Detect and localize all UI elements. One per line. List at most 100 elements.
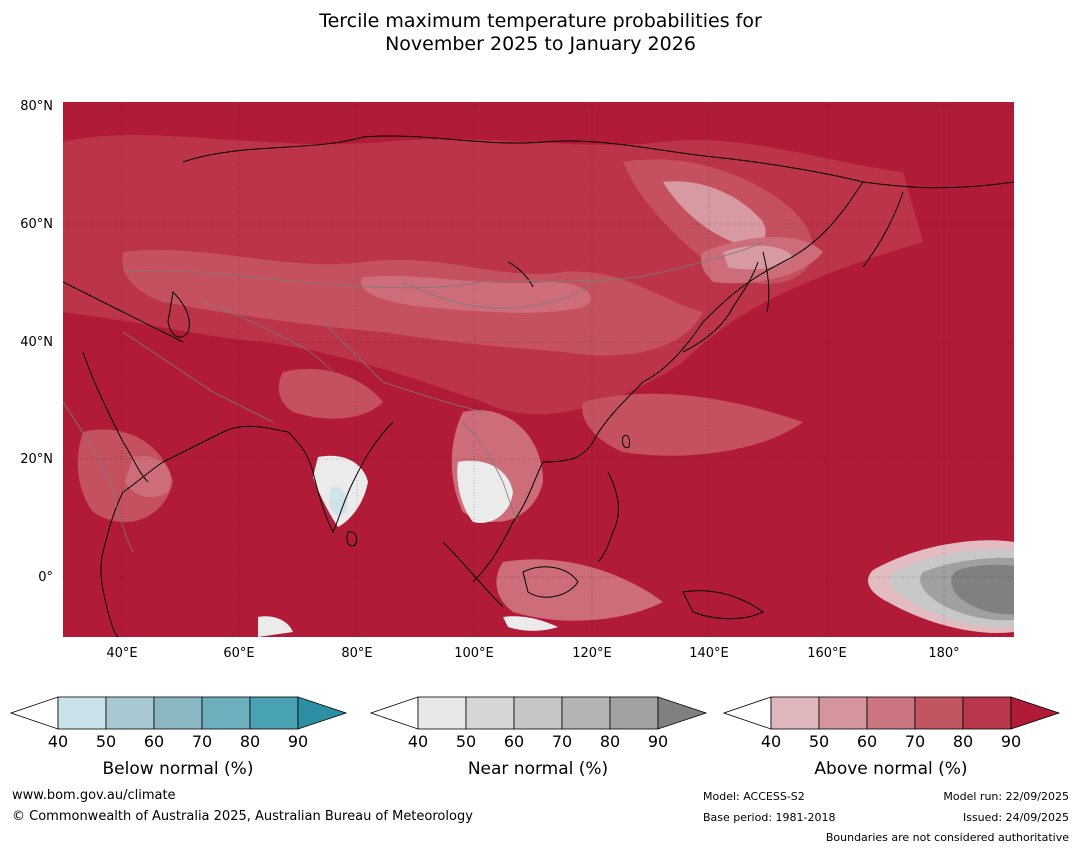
lat-label-60n: 60°N [20, 217, 53, 232]
boundary-middle-east [122, 331, 274, 423]
footer-model-run: Model run: 22/09/2025 [943, 790, 1069, 803]
boundary-china-west [322, 321, 484, 413]
coastline-arctic [182, 135, 1014, 189]
boundary-mongolia [402, 281, 594, 309]
contour-near-indochina [457, 460, 513, 523]
lon-label-120e: 120°E [572, 646, 612, 661]
near-tick-50: 50 [455, 732, 477, 751]
contour-above-50-siberia-east [663, 181, 766, 246]
coastline-japan [682, 261, 759, 353]
above-tick-70: 70 [904, 732, 926, 751]
coastline-sri-lanka [346, 531, 358, 547]
above-swatch-1 [770, 696, 820, 730]
near-swatch-4 [561, 696, 611, 730]
coastline-caspian [167, 290, 190, 338]
boundary-central-asia [202, 301, 334, 373]
boundary-southeast-asia [462, 421, 519, 523]
coastline-philippines [597, 471, 619, 563]
near-tick-90: 90 [647, 732, 669, 751]
coastlines [63, 135, 1014, 637]
above-tick-50: 50 [808, 732, 830, 751]
coastline-red-sea [82, 351, 149, 483]
below-tick-70: 70 [191, 732, 213, 751]
colorbar-above-title: Above normal (%) [814, 759, 968, 779]
boundary-russia-south [122, 241, 764, 289]
coastline-sumatra [442, 541, 504, 608]
contour-above-50-okhotsk [723, 245, 793, 270]
near-swatch-1 [417, 696, 467, 730]
lon-label-80e: 80°E [341, 646, 373, 661]
near-tick-60: 60 [503, 732, 525, 751]
near-tick-80: 80 [599, 732, 621, 751]
lat-label-80n: 80°N [20, 99, 53, 114]
contour-above-70-western-pacific [582, 393, 803, 456]
below-swatch-1 [57, 696, 107, 730]
near-swatch-0 [369, 696, 419, 730]
below-tick-90: 90 [287, 732, 309, 751]
contour-above-70-africa [77, 429, 173, 522]
contour-near-africa-south [258, 616, 293, 637]
lon-label-100e: 100°E [454, 646, 494, 661]
footer-issued: Issued: 24/09/2025 [962, 811, 1069, 824]
coastline-sakhalin [762, 251, 770, 313]
coastline-new-guinea [682, 590, 764, 620]
coastline-pacific-east-asia [542, 181, 864, 463]
above-tick-90: 90 [1000, 732, 1022, 751]
below-swatch-4 [201, 696, 251, 730]
contour-below-india [329, 486, 348, 516]
boundary-africa-east [63, 401, 134, 553]
lat-label-0: 0° [38, 570, 53, 585]
above-tick-60: 60 [856, 732, 878, 751]
forecast-map-svg [63, 102, 1014, 637]
lon-label-40e: 40°E [106, 646, 138, 661]
above-swatch-4 [914, 696, 964, 730]
lon-label-180: 180° [928, 646, 960, 661]
colorbar-above-normal: 40 50 60 70 80 90 [722, 690, 1063, 760]
colorbar-near-normal: 40 50 60 70 80 90 [369, 690, 710, 760]
contour-near-java [503, 616, 558, 631]
coastline-kamchatka [862, 191, 904, 268]
coastline-borneo [522, 566, 579, 598]
above-swatch-5 [962, 696, 1012, 730]
below-swatch-6 [297, 696, 348, 730]
colorbar-above-normal-svg [722, 696, 1061, 730]
near-tick-70: 70 [551, 732, 573, 751]
below-tick-80: 80 [239, 732, 261, 751]
footer-website: www.bom.gov.au/climate [12, 788, 176, 803]
country-boundaries [63, 241, 764, 553]
above-tick-80: 80 [952, 732, 974, 751]
gridlines [63, 102, 1014, 637]
contour-above-60-mongolia [361, 275, 591, 313]
lon-label-60e: 60°E [223, 646, 255, 661]
colorbar-near-normal-svg [369, 696, 708, 730]
footer-model: Model: ACCESS-S2 [703, 790, 805, 803]
near-tick-40: 40 [407, 732, 429, 751]
probability-contours [63, 134, 1014, 637]
footer-disclaimer: Boundaries are not considered authoritat… [825, 831, 1069, 844]
below-swatch-0 [9, 696, 59, 730]
map-title-line2: November 2025 to January 2026 [385, 33, 696, 55]
coastline-arabia [122, 425, 289, 493]
coastline-baikal [507, 261, 534, 288]
colorbar-below-normal: 40 50 60 70 80 90 [9, 690, 350, 760]
below-swatch-3 [153, 696, 203, 730]
coastline-africa [100, 491, 124, 637]
lon-label-160e: 160°E [807, 646, 847, 661]
near-swatch-5 [609, 696, 659, 730]
colorbar-near-title: Near normal (%) [467, 759, 609, 779]
above-swatch-3 [866, 696, 916, 730]
colorbar-below-normal-svg [9, 696, 348, 730]
lat-label-20n: 20°N [20, 452, 53, 467]
coastline-taiwan [622, 434, 630, 449]
below-tick-60: 60 [143, 732, 165, 751]
coastline-india [287, 421, 394, 534]
near-swatch-6 [657, 696, 708, 730]
forecast-map [63, 102, 1014, 637]
near-swatch-3 [513, 696, 563, 730]
map-title: Tercile maximum temperature probabilitie… [0, 10, 1081, 56]
above-swatch-6 [1010, 696, 1061, 730]
footer-base-period: Base period: 1981-2018 [703, 811, 836, 824]
lat-label-40n: 40°N [20, 335, 53, 350]
above-swatch-0 [722, 696, 772, 730]
coastline-mediterranean [63, 281, 184, 343]
